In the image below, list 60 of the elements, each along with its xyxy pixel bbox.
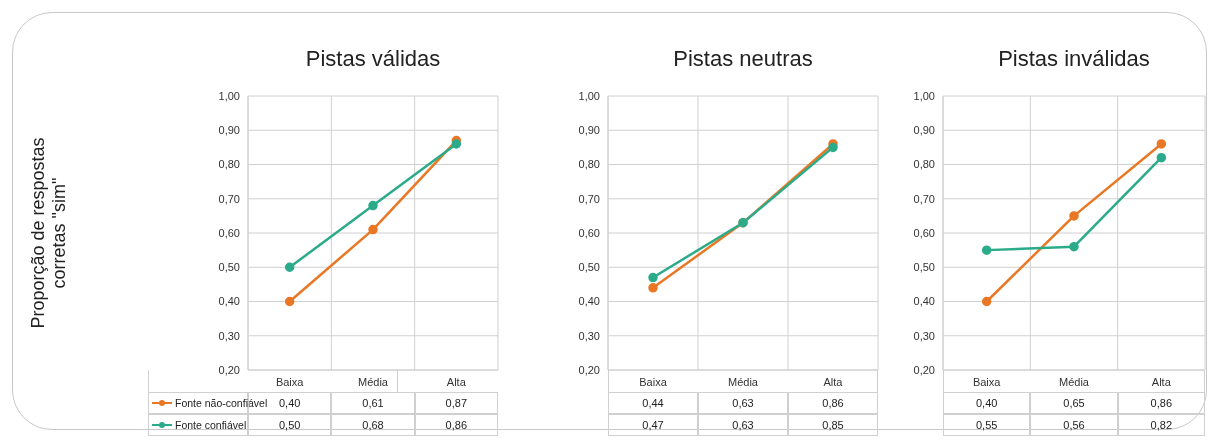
y-tick-label: 0,70: [913, 192, 935, 205]
y-tick-label: 0,80: [913, 158, 935, 171]
data-label: 0,87: [414, 392, 498, 414]
data-label: 0,44: [608, 392, 698, 414]
y-tick-label: 1,00: [578, 89, 600, 102]
data-label: 0,50: [248, 414, 332, 436]
data-label: 0,63: [698, 392, 788, 414]
x-tick-label: Baixa: [639, 375, 668, 388]
y-tick-label: 0,90: [578, 124, 600, 137]
y-tick-label: 0,30: [578, 329, 600, 342]
y-tick-label: 0,60: [913, 226, 935, 239]
y-tick-label: 0,80: [578, 158, 600, 171]
chart-title: Pistas inválidas: [997, 46, 1151, 72]
y-tick-label: 0,20: [218, 363, 240, 376]
x-tick-label: Alta: [823, 375, 844, 388]
y-tick-label: 1,00: [218, 89, 240, 102]
data-label: 0,86: [1117, 392, 1205, 414]
data-label: 0,65: [1030, 392, 1118, 414]
y-tick-label: 1,00: [913, 89, 935, 102]
data-label: 0,63: [698, 414, 788, 436]
chart-title: Pistas válidas: [304, 46, 442, 72]
data-label: 0,47: [608, 414, 698, 436]
y-tick-label: 0,70: [218, 192, 240, 205]
data-label: 0,56: [1030, 414, 1118, 436]
y-tick-label: 0,70: [578, 192, 600, 205]
y-tick-label: 0,20: [578, 363, 600, 376]
data-label: 0,61: [331, 392, 415, 414]
legend-label: Fonte não-confiável: [175, 397, 268, 409]
chart-title: Pistas neutras: [672, 46, 814, 72]
x-tick-label: Média: [1059, 375, 1090, 388]
x-tick-label: Média: [358, 375, 389, 388]
y-tick-label: 0,30: [913, 329, 935, 342]
y-tick-label: 0,20: [913, 363, 935, 376]
legend-label: Fonte confiável: [175, 419, 247, 431]
y-tick-label: 0,40: [218, 295, 240, 308]
y-tick-label: 0,50: [578, 261, 600, 274]
x-tick-label: Alta: [1151, 375, 1172, 388]
y-tick-label: 0,90: [218, 124, 240, 137]
y-tick-label: 0,50: [913, 261, 935, 274]
y-tick-label: 0,40: [578, 295, 600, 308]
x-tick-label: Baixa: [275, 375, 305, 388]
data-label: 0,68: [331, 414, 415, 436]
data-label: 0,86: [414, 414, 498, 436]
x-tick-label: Média: [728, 375, 759, 388]
y-tick-label: 0,30: [218, 329, 240, 342]
y-tick-label: 0,40: [913, 295, 935, 308]
data-label: 0,82: [1117, 414, 1205, 436]
data-label: 0,55: [943, 414, 1031, 436]
y-tick-label: 0,90: [913, 124, 935, 137]
x-tick-label: Alta: [446, 375, 467, 388]
y-tick-label: 0,80: [218, 158, 240, 171]
data-label: 0,40: [278, 397, 301, 409]
x-tick-label: Baixa: [972, 375, 1002, 388]
y-axis-title: Proporção de respostas corretas "sim": [28, 136, 69, 331]
data-label: 0,85: [788, 414, 878, 436]
data-label: 0,86: [788, 392, 878, 414]
data-label: 0,40: [943, 392, 1031, 414]
y-tick-label: 0,60: [578, 226, 600, 239]
y-tick-label: 0,60: [218, 226, 240, 239]
y-tick-label: 0,50: [218, 261, 240, 274]
